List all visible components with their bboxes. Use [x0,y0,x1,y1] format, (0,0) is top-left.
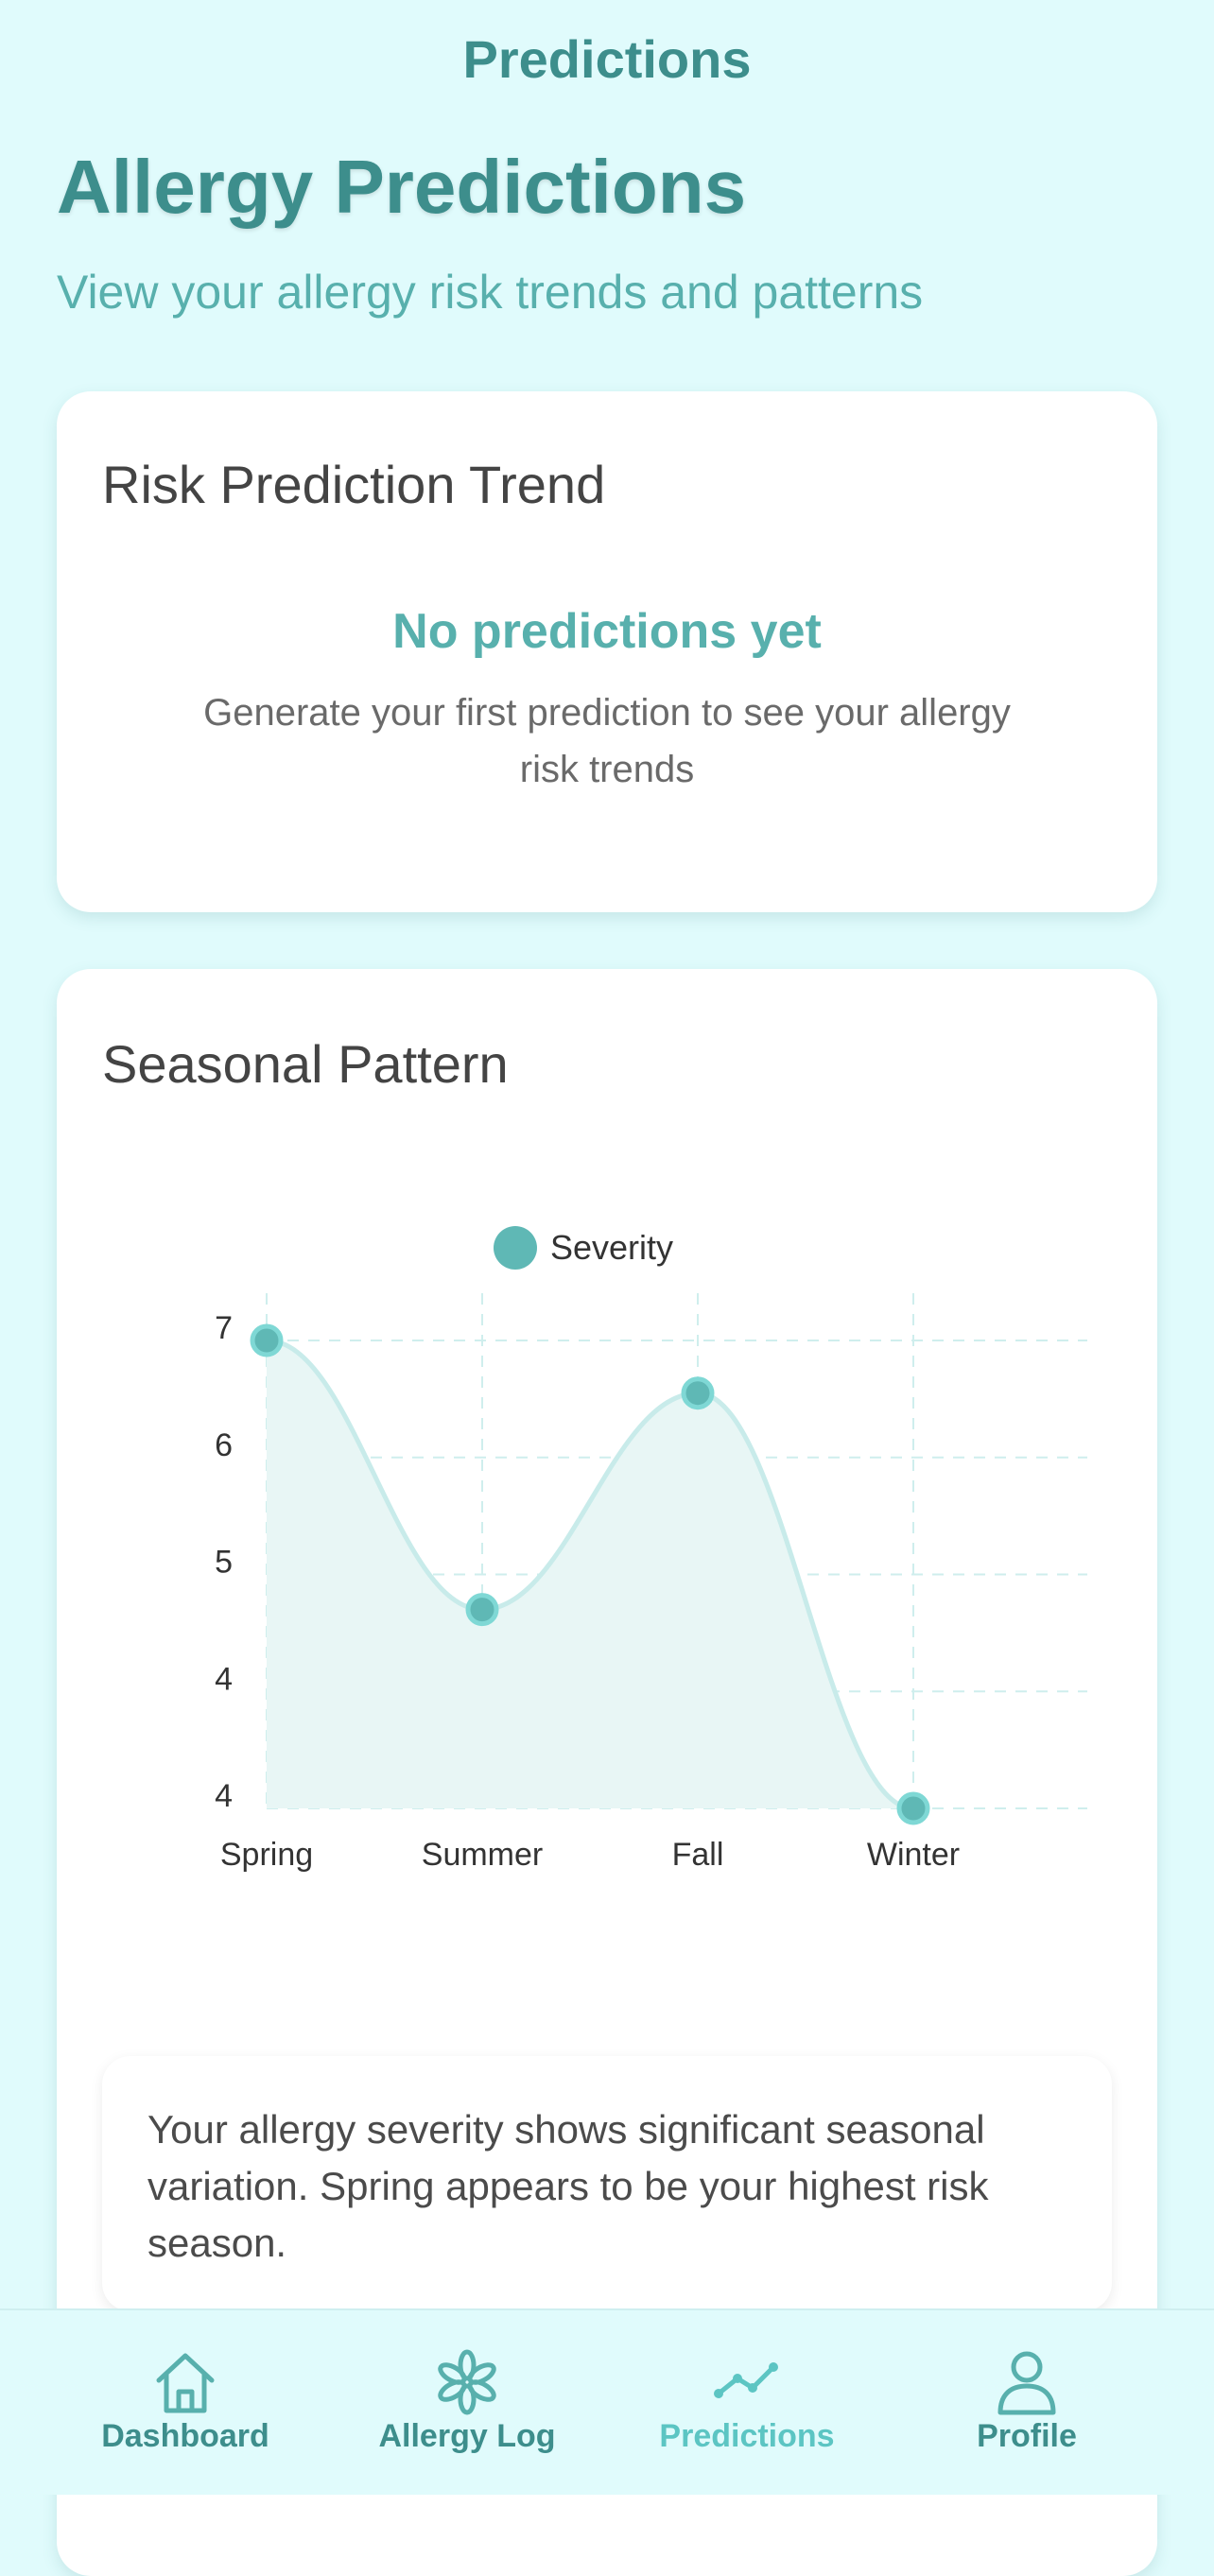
data-point [896,1791,930,1825]
page-title: Allergy Predictions [57,145,747,229]
y-tick-label: 4 [215,1661,233,1697]
legend-marker [494,1226,537,1270]
risk-card-title: Risk Prediction Trend [102,455,606,514]
series-line [266,1338,914,1811]
y-tick-label: 4 [215,1778,233,1814]
tab-label: Dashboard [101,2418,269,2454]
tab-label: Predictions [659,2418,835,2454]
y-tick-label: 5 [215,1545,233,1581]
x-tick-label: Summer [422,1837,543,1873]
y-tick-label: 6 [215,1427,233,1463]
tab-bar: Dashboard Allergy Log Predictions [0,2308,1214,2495]
seasonal-chart: 7 6 5 4 4 Spring Summer Fall Winter Severity [215,1226,1087,1873]
legend-label: Severity [550,1228,673,1267]
home-icon [156,2353,215,2413]
empty-state-description: Generate your first prediction to see yo… [203,692,1011,790]
tab-label: Allergy Log [378,2418,556,2454]
tab-predictions[interactable]: Predictions [605,2310,889,2495]
data-point [465,1593,499,1627]
tab-profile[interactable]: Profile [885,2310,1169,2495]
x-tick-label: Spring [220,1837,313,1873]
insight-text: Your allergy severity shows significant … [147,2107,989,2265]
page-subtitle: View your allergy risk trends and patter… [57,266,924,319]
nav-title: Predictions [462,29,752,89]
empty-state-title: No predictions yet [392,604,822,659]
y-tick-label: 7 [215,1310,233,1346]
tab-allergy-log[interactable]: Allergy Log [325,2310,609,2495]
data-point [250,1323,284,1357]
seasonal-pattern-card: Seasonal Pattern 7 6 5 4 4 Spring Summer Fall Wi… [57,969,1157,2576]
seasonal-card-title: Seasonal Pattern [102,1034,509,1094]
asterisk-icon [438,2349,496,2415]
x-tick-label: Winter [867,1837,960,1873]
person-icon [997,2351,1056,2415]
trend-line-icon [714,2362,778,2398]
insight-box: Your allergy severity shows significant … [102,2056,1112,2311]
tab-dashboard[interactable]: Dashboard [43,2310,327,2495]
data-point [681,1376,715,1410]
risk-prediction-card: Risk Prediction Trend No predictions yet… [57,391,1157,912]
tab-label: Profile [977,2418,1077,2454]
x-tick-label: Fall [672,1837,724,1873]
series-area [267,1340,913,1808]
